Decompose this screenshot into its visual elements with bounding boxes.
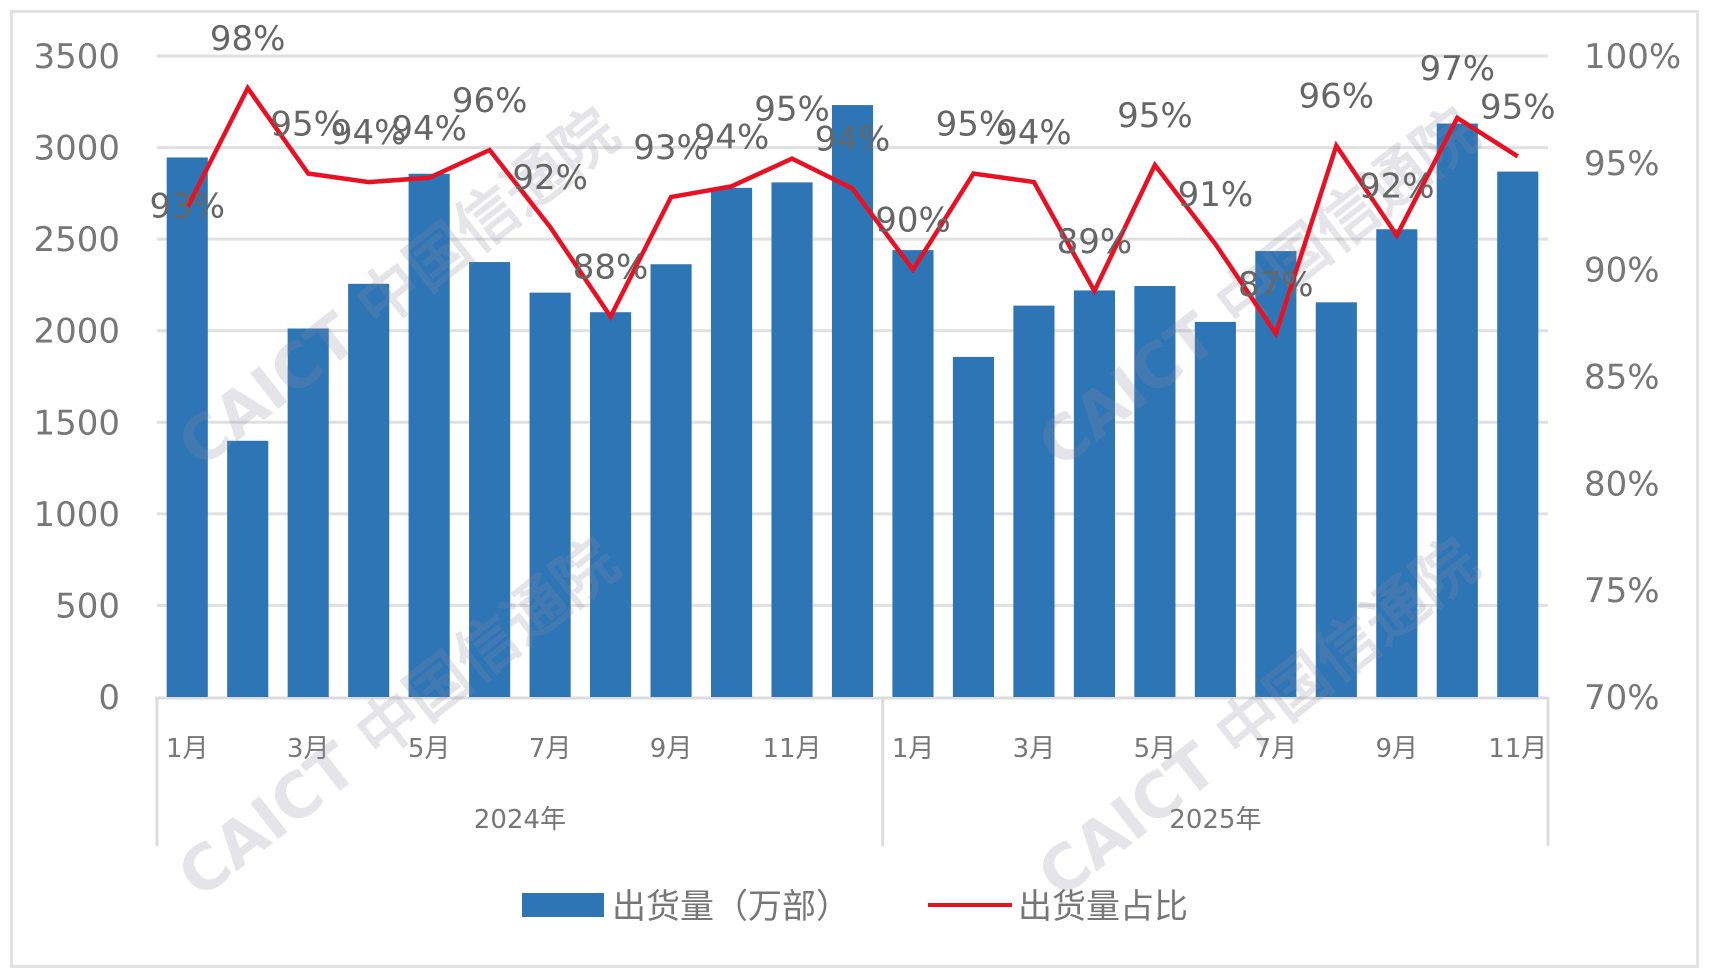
data-label: 91%	[1178, 175, 1254, 215]
data-label: 95%	[1480, 87, 1556, 127]
bar	[1255, 251, 1297, 697]
y2-tick-label: 70%	[1584, 678, 1660, 718]
x-tick-label: 1月	[892, 734, 935, 764]
data-label: 96%	[452, 81, 528, 121]
bar	[408, 173, 450, 697]
data-label: 94%	[815, 119, 891, 159]
bar	[1194, 321, 1236, 697]
legend: 出货量（万部） 出货量占比	[522, 887, 1188, 927]
x-tick-label: 9月	[1376, 734, 1419, 764]
bar	[529, 292, 571, 697]
x-tick-label: 9月	[650, 734, 693, 764]
year-group-label: 2025年	[1169, 805, 1261, 835]
line-series-share	[185, 83, 1519, 339]
right-y-axis: 70% 75% 80% 85% 90% 95% 100%	[1584, 37, 1681, 718]
legend-bar-swatch	[522, 893, 604, 917]
y2-tick-label: 80%	[1584, 464, 1660, 504]
y-tick-label: 1000	[33, 495, 120, 535]
legend-line-label: 出货量占比	[1018, 887, 1188, 927]
x-tick-label: 3月	[287, 734, 330, 764]
x-tick-label: 1月	[166, 734, 209, 764]
y2-tick-label: 95%	[1584, 144, 1660, 184]
data-label: 89%	[1057, 222, 1133, 262]
legend-bar-label: 出货量（万部）	[612, 887, 850, 927]
x-tick-label: 5月	[408, 734, 451, 764]
bar	[952, 356, 995, 697]
data-label: 95%	[936, 105, 1012, 145]
bar	[469, 262, 511, 697]
data-label: 90%	[875, 201, 951, 241]
data-label: 94%	[996, 113, 1072, 153]
bar	[166, 157, 208, 698]
bar	[1436, 123, 1478, 697]
data-label: 94%	[331, 113, 407, 153]
data-label: 93%	[149, 187, 225, 227]
bar	[590, 312, 632, 697]
data-label: 98%	[210, 19, 286, 59]
y-tick-label: 500	[55, 586, 120, 626]
data-label: 97%	[1419, 49, 1495, 89]
data-label: 95%	[754, 90, 830, 130]
bar	[831, 105, 874, 698]
data-label: 94%	[391, 109, 467, 149]
bar	[1134, 286, 1176, 697]
x-tick-label: 5月	[1134, 734, 1177, 764]
data-label: 92%	[512, 158, 588, 198]
bar	[287, 328, 329, 697]
x-tick-label: 7月	[529, 734, 572, 764]
x-tick-label: 11月	[1488, 734, 1547, 764]
data-label: 87%	[1238, 265, 1314, 305]
bar	[227, 440, 269, 697]
y-tick-label: 2000	[33, 312, 120, 352]
left-y-axis: 0 500 1000 1500 2000 2500 3000 3500	[33, 37, 120, 718]
bar-series-shipments	[166, 105, 1539, 698]
x-axis: 1月 3月 5月 7月 9月 11月 1月 3月 5月 7月 9月 11月 2024年 2025年	[155, 696, 1550, 846]
y2-tick-label: 100%	[1584, 37, 1681, 77]
bar	[1376, 229, 1418, 697]
y-tick-label: 3000	[33, 129, 120, 169]
bar	[892, 250, 934, 698]
x-tick-label: 7月	[1255, 734, 1298, 764]
data-label: 88%	[573, 248, 649, 288]
data-labels: 93%98%95%94%94%96%92%88%93%94%95%94%90%9…	[149, 19, 1555, 305]
year-group-label: 2024年	[474, 805, 566, 835]
data-label: 96%	[1299, 77, 1375, 117]
data-label: 95%	[1117, 96, 1193, 136]
bar	[650, 264, 692, 697]
data-label: 94%	[694, 117, 770, 157]
y-tick-label: 2500	[33, 220, 120, 260]
x-tick-label: 3月	[1013, 734, 1056, 764]
bar	[348, 283, 390, 697]
y2-tick-label: 85%	[1584, 358, 1660, 398]
share-line	[185, 83, 1519, 339]
data-label: 92%	[1359, 166, 1435, 206]
y-tick-label: 3500	[33, 37, 120, 77]
bar	[710, 187, 753, 697]
bar	[1013, 305, 1055, 697]
y2-tick-label: 90%	[1584, 251, 1660, 291]
data-label: 95%	[270, 105, 346, 145]
y-tick-label: 1500	[33, 403, 120, 443]
bar	[1073, 290, 1115, 697]
y-tick-label: 0	[98, 678, 120, 718]
bar	[1497, 171, 1539, 698]
data-label: 93%	[633, 128, 709, 168]
y2-tick-label: 75%	[1584, 571, 1660, 611]
bar	[1315, 302, 1357, 697]
x-tick-label: 11月	[762, 734, 821, 764]
bar	[771, 182, 813, 697]
